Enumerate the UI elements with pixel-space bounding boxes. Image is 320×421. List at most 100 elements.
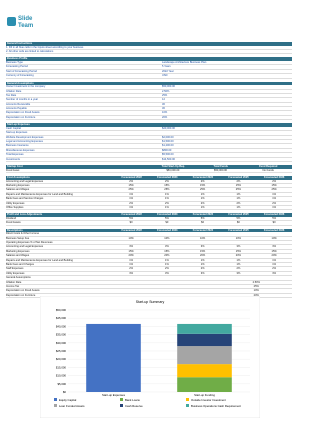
cell: 1% [129, 197, 133, 201]
cell: 1% [165, 192, 169, 196]
cell: 1% [236, 262, 241, 266]
cell: 5% [165, 216, 169, 220]
row: Cash Capital $20,000.00 [6, 126, 292, 132]
row: Total Expenses $5,500.00 [6, 153, 292, 158]
section: General Instructions 1. Fill in all blue … [6, 42, 292, 55]
legend-label: Bank Loans [125, 398, 140, 402]
cell: 15% [235, 249, 241, 253]
row: Staff Expenses 2% 2% 2% 2% 2% [6, 267, 292, 272]
cell: Repairs and Maintenance Expenses for Lan… [6, 192, 73, 196]
cell [149, 276, 185, 279]
section: Start-up Expenses Cash Capital $20,000.00 S… [6, 123, 292, 162]
cell: Depreciation on Fixed Assets [6, 111, 40, 115]
cell: 3% [165, 271, 169, 275]
cell: 1% [165, 258, 169, 262]
cell: Accounts Receivable [6, 102, 31, 106]
cell: Accounting and Legal Expenses [6, 245, 44, 249]
cell: 30 [162, 107, 165, 111]
y-tick-label: $10,000 [56, 374, 67, 378]
y-tick-label: $15,000 [56, 365, 67, 369]
y-tick-label: $20,000 [56, 357, 67, 361]
column-header: Forecasted 2024 [192, 228, 214, 232]
cell: 2% [129, 179, 133, 183]
cell: Inflation Rate [6, 280, 22, 284]
row: Start-up Expenses [6, 131, 292, 136]
cell: 1% [129, 258, 133, 262]
cell: 20% [271, 254, 277, 258]
legend-swatch [120, 398, 123, 401]
legend-label: Equity Capital [59, 398, 77, 402]
row: Bank Fees and Charges 1% 1% 1% 1% 1% [6, 262, 292, 268]
cell: 20% [164, 254, 170, 258]
cell: 2% [129, 267, 133, 271]
row: Tax Rate 25% [6, 94, 292, 99]
cell: 10% [235, 236, 241, 240]
section: Profit and Loss Adjustments Forecasted 20… [6, 213, 292, 226]
cell: 5% [272, 216, 276, 220]
cell: Business Insurance [6, 144, 29, 148]
cell: 10% [164, 236, 170, 240]
cell: No Funds [262, 168, 274, 172]
section-title: Start-up Expenses [7, 123, 30, 127]
column-header: Forecasted 2024 [192, 213, 214, 217]
section: Startup Cost Total Start-Up Req. Total Fun… [6, 164, 292, 173]
cell: Depreciation on Fixed Assets [6, 289, 40, 293]
cell: 5 Years [162, 65, 171, 69]
cell: 1% [200, 192, 205, 196]
section-title: General Assumptions [7, 81, 34, 85]
cell: Fixed Assets [6, 221, 21, 225]
cell: Repairs and Maintenance Expenses for Lan… [6, 258, 73, 262]
chart: Start-up Summary $0 $5,000 $10,000 $15,000 $… [40, 296, 260, 418]
y-tick-label: $30,000 [56, 341, 67, 345]
cell: Landscape Architecture Business Plan [162, 60, 207, 64]
cell: 3% [200, 245, 205, 249]
row: Start of Forecasting Period 2022 Year [6, 69, 292, 75]
cell: Total Expenses [6, 153, 24, 157]
cell: 1% [272, 205, 276, 209]
cell: 1% [272, 258, 276, 262]
cell [221, 232, 257, 235]
section-title: General Instructions [7, 42, 33, 45]
cell: 1% [129, 262, 133, 266]
y-tick-label: $5,000 [57, 382, 66, 386]
cell: General Assumptions [6, 276, 31, 280]
cell: 1% [236, 205, 241, 209]
section-header: Cost Assumptions Forecasted 2022 Forecaste… [6, 175, 292, 180]
cell: 1% [200, 258, 205, 262]
row: Inflation Rate 2.50% [6, 281, 292, 285]
cell: $50,000.00 [162, 85, 175, 89]
cell: 1% [165, 205, 169, 209]
cell: Start of Forecasting Period [6, 69, 37, 73]
legend-swatch [120, 404, 123, 407]
legend-swatch [54, 398, 57, 401]
column-header: Total Funds [213, 164, 228, 168]
cell: $14,500.00 [162, 157, 175, 161]
logo: Slide Team [7, 14, 33, 34]
logo-text: Team [18, 23, 34, 29]
cell: 1% [236, 192, 241, 196]
column-header: Forecasted 2026 [264, 228, 285, 232]
cell: $0 [129, 221, 133, 225]
cell [221, 241, 257, 244]
row: Business Setup Fee 10% 10% 10% 10% 10% [6, 236, 292, 242]
cell: 10% [162, 111, 168, 115]
cell: Bank Fees and Service Charges [6, 197, 44, 201]
bar-segment [177, 346, 232, 365]
legend-label: Cash Reserve [125, 404, 143, 408]
row: Currency of Forecasting USD [6, 74, 292, 79]
legend-swatch [186, 404, 189, 407]
cell: 20% [200, 254, 206, 258]
cell: Marketing Expenses [6, 183, 30, 187]
cell: $20,000.00 [162, 126, 175, 130]
bar-segment [177, 377, 232, 392]
cell: 25% [253, 284, 259, 288]
column-header: Forecasted 2025 [228, 213, 249, 217]
row: Marketing Expenses 15% 15% 15% 15% 15% [6, 183, 292, 189]
cell: 1% [272, 192, 276, 196]
cell: 25% [271, 188, 277, 192]
cell: Number of months in a year [6, 98, 39, 102]
row: Number of months in a year 12 [6, 98, 292, 103]
cell: Accounts Payable [6, 107, 27, 111]
cell: 20% [162, 115, 168, 119]
cell: 10% [253, 289, 259, 293]
